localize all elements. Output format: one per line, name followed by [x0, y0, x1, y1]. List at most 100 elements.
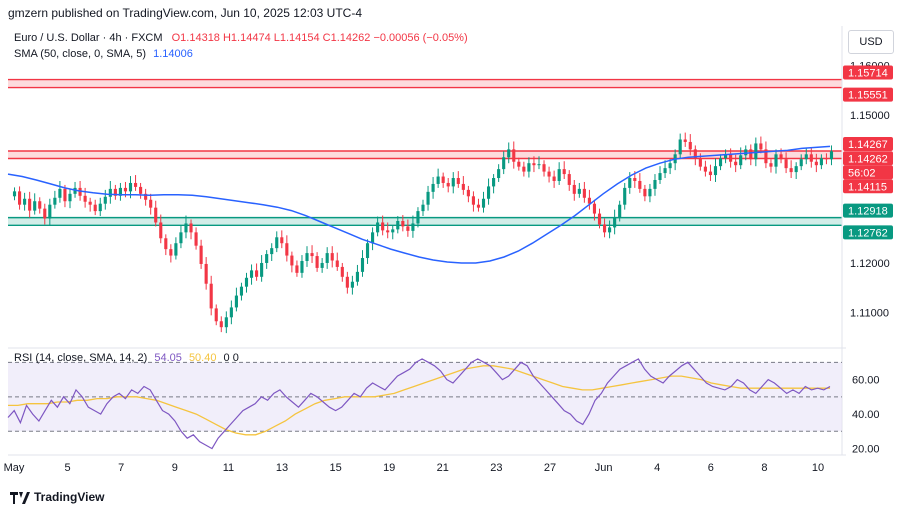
candle-body [809, 154, 813, 162]
candle-body [169, 249, 173, 256]
candle-body [48, 204, 52, 219]
time-tick-label: 27 [544, 462, 556, 474]
time-tick-label: 23 [490, 462, 502, 474]
price-tag-bg [843, 87, 893, 102]
candle-body [517, 161, 521, 167]
candle-body [189, 223, 193, 233]
candle-body [234, 295, 238, 308]
candle-body [154, 207, 158, 223]
candle-body [789, 168, 793, 173]
candle-body [376, 222, 380, 233]
candle-body [295, 265, 299, 273]
candle-body [688, 141, 692, 150]
currency-button[interactable]: USD [848, 30, 894, 54]
candle-body [275, 237, 279, 249]
rsi-extra: 0 0 [223, 352, 239, 364]
candle-body [618, 204, 622, 218]
time-tick-label: 21 [437, 462, 449, 474]
candle-body [784, 159, 788, 169]
candle-body [78, 187, 82, 196]
price-tick-label: 1.11000 [850, 307, 889, 319]
candle-body [43, 208, 47, 219]
candle-body [23, 198, 27, 205]
candle-body [764, 149, 768, 164]
candle-body [265, 254, 269, 263]
rsi-tick-label: 60.00 [852, 375, 880, 387]
candle-body [285, 243, 289, 256]
candle-body [693, 149, 697, 159]
candle-body [270, 248, 274, 255]
price-tag-bg [843, 65, 893, 80]
candle-body [532, 163, 536, 166]
candle-body [345, 276, 349, 288]
candle-body [587, 197, 591, 204]
candle-body [320, 262, 324, 268]
sma-label: SMA (50, close, 0, SMA, 5) [14, 48, 147, 60]
rsi-tick-label: 20.00 [852, 444, 880, 456]
candle-body [219, 321, 223, 328]
candle-body [164, 238, 168, 250]
candle-body [290, 255, 294, 266]
candle-body [133, 182, 138, 187]
candle-body [608, 227, 612, 233]
candle-body [547, 171, 551, 177]
candle-body [381, 222, 385, 231]
candle-body [113, 188, 117, 196]
rsi-line [7, 358, 831, 450]
candle-body [527, 163, 531, 172]
candle-body [713, 166, 718, 176]
symbol-title: Euro / U.S. Dollar · 4h · FXCM [14, 32, 163, 44]
candle-body [734, 161, 738, 166]
price-tag-bg [843, 137, 893, 152]
candle-body [471, 196, 475, 205]
candle-body [759, 143, 763, 150]
sma-line [7, 145, 831, 264]
time-tick-label: 6 [708, 462, 714, 474]
candle-body [365, 243, 370, 259]
candle-body [537, 164, 541, 166]
candle-body [623, 187, 627, 205]
candle-body [602, 224, 607, 233]
candle-body [492, 178, 496, 187]
candle-body [108, 188, 112, 197]
candle-body [648, 188, 652, 197]
candle-body [613, 217, 617, 228]
candle-body [436, 176, 440, 184]
time-tick-label: 13 [276, 462, 288, 474]
candle-body [255, 270, 259, 277]
candle-body [325, 253, 329, 263]
candle-body [708, 171, 713, 176]
candle-body [371, 232, 375, 244]
candle-body [466, 189, 470, 197]
time-tick-label: Jun [595, 462, 613, 474]
candle-body [209, 283, 213, 309]
candle-body [819, 158, 823, 166]
candle-body [451, 178, 455, 187]
candle-body [260, 262, 264, 277]
candle-body [724, 154, 728, 159]
candle-body [350, 281, 354, 288]
candle-body [224, 317, 228, 328]
candle-body [159, 222, 163, 239]
candle-body [229, 307, 233, 318]
candle-body [461, 183, 465, 190]
candle-body [542, 164, 546, 172]
price-tick-label: 1.15000 [850, 110, 890, 122]
zone-resistance-upper [8, 79, 842, 88]
candle-body [88, 201, 92, 205]
brand-name: TradingView [34, 490, 105, 504]
candle-body [739, 155, 743, 166]
candle-body [421, 204, 425, 212]
candle-body [633, 178, 637, 181]
candle-body [204, 263, 208, 284]
candle-body [179, 232, 183, 244]
publisher-header: gmzern published on TradingView.com, Jun… [8, 6, 362, 20]
time-tick-label: 7 [118, 462, 124, 474]
candle-body [58, 188, 62, 198]
candle-body [774, 154, 778, 167]
candle-body [118, 187, 122, 196]
price-tag-bg [843, 203, 893, 218]
candle-body [562, 169, 566, 175]
